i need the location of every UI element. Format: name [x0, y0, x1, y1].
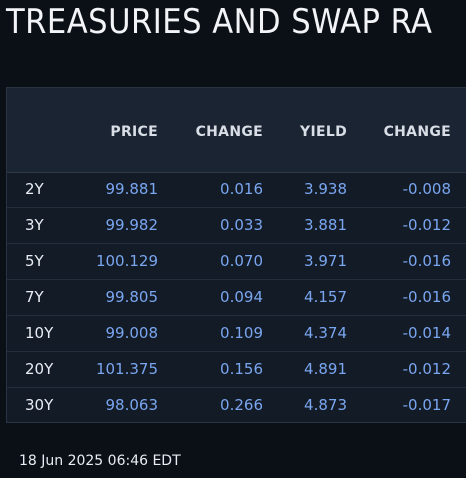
table-header: PRICE CHANGE YIELD CHANGE	[7, 88, 466, 173]
yield-change-value: -0.014	[402, 324, 451, 342]
price-value: 101.375	[95, 360, 158, 378]
table-row[interactable]: 7Y 99.805 0.094 4.157 -0.016	[7, 280, 466, 316]
price-change-value: 0.070	[220, 252, 263, 270]
tenor-label: 20Y	[25, 360, 54, 378]
yield-change-value: -0.008	[402, 180, 451, 198]
price-change-value: 0.094	[220, 288, 263, 306]
price-value: 99.805	[105, 288, 159, 306]
table-row[interactable]: 5Y 100.129 0.070 3.971 -0.016	[7, 244, 466, 280]
yield-value: 3.971	[304, 252, 347, 270]
column-header-price[interactable]: PRICE	[110, 124, 158, 140]
price-change-value: 0.033	[220, 216, 263, 234]
price-value: 100.129	[95, 252, 158, 270]
table-row[interactable]: 3Y 99.982 0.033 3.881 -0.012	[7, 208, 466, 244]
rates-table: PRICE CHANGE YIELD CHANGE 2Y 99.881 0.01…	[6, 87, 466, 423]
tenor-label: 30Y	[25, 396, 54, 414]
price-value: 99.008	[105, 324, 159, 342]
yield-change-value: -0.012	[402, 360, 451, 378]
tenor-label: 5Y	[25, 252, 44, 270]
yield-value: 4.873	[304, 396, 347, 414]
table-row[interactable]: 20Y 101.375 0.156 4.891 -0.012	[7, 352, 466, 388]
price-change-value: 0.156	[220, 360, 263, 378]
column-header-price-change[interactable]: CHANGE	[195, 124, 263, 140]
column-header-yield[interactable]: YIELD	[300, 124, 347, 140]
tenor-label: 10Y	[25, 324, 54, 342]
yield-value: 4.891	[304, 360, 347, 378]
price-change-value: 0.016	[220, 180, 263, 198]
table-row[interactable]: 10Y 99.008 0.109 4.374 -0.014	[7, 316, 466, 352]
yield-value: 4.374	[304, 324, 347, 342]
tenor-label: 2Y	[25, 180, 44, 198]
price-value: 99.881	[105, 180, 159, 198]
table-row[interactable]: 30Y 98.063 0.266 4.873 -0.017	[7, 388, 466, 423]
tenor-label: 7Y	[25, 288, 44, 306]
yield-change-value: -0.016	[402, 288, 451, 306]
price-change-value: 0.109	[220, 324, 263, 342]
yield-value: 3.881	[304, 216, 347, 234]
timestamp: 18 Jun 2025 06:46 EDT	[19, 453, 181, 469]
yield-change-value: -0.017	[402, 396, 451, 414]
yield-change-value: -0.012	[402, 216, 451, 234]
column-header-yield-change[interactable]: CHANGE	[383, 124, 451, 140]
yield-value: 4.157	[304, 288, 347, 306]
yield-change-value: -0.016	[402, 252, 451, 270]
price-value: 98.063	[105, 396, 159, 414]
price-change-value: 0.266	[220, 396, 263, 414]
yield-value: 3.938	[304, 180, 347, 198]
table-row[interactable]: 2Y 99.881 0.016 3.938 -0.008	[7, 172, 466, 208]
price-value: 99.982	[105, 216, 159, 234]
tenor-label: 3Y	[25, 216, 44, 234]
page-title: TREASURIES AND SWAP RA	[6, 2, 433, 42]
